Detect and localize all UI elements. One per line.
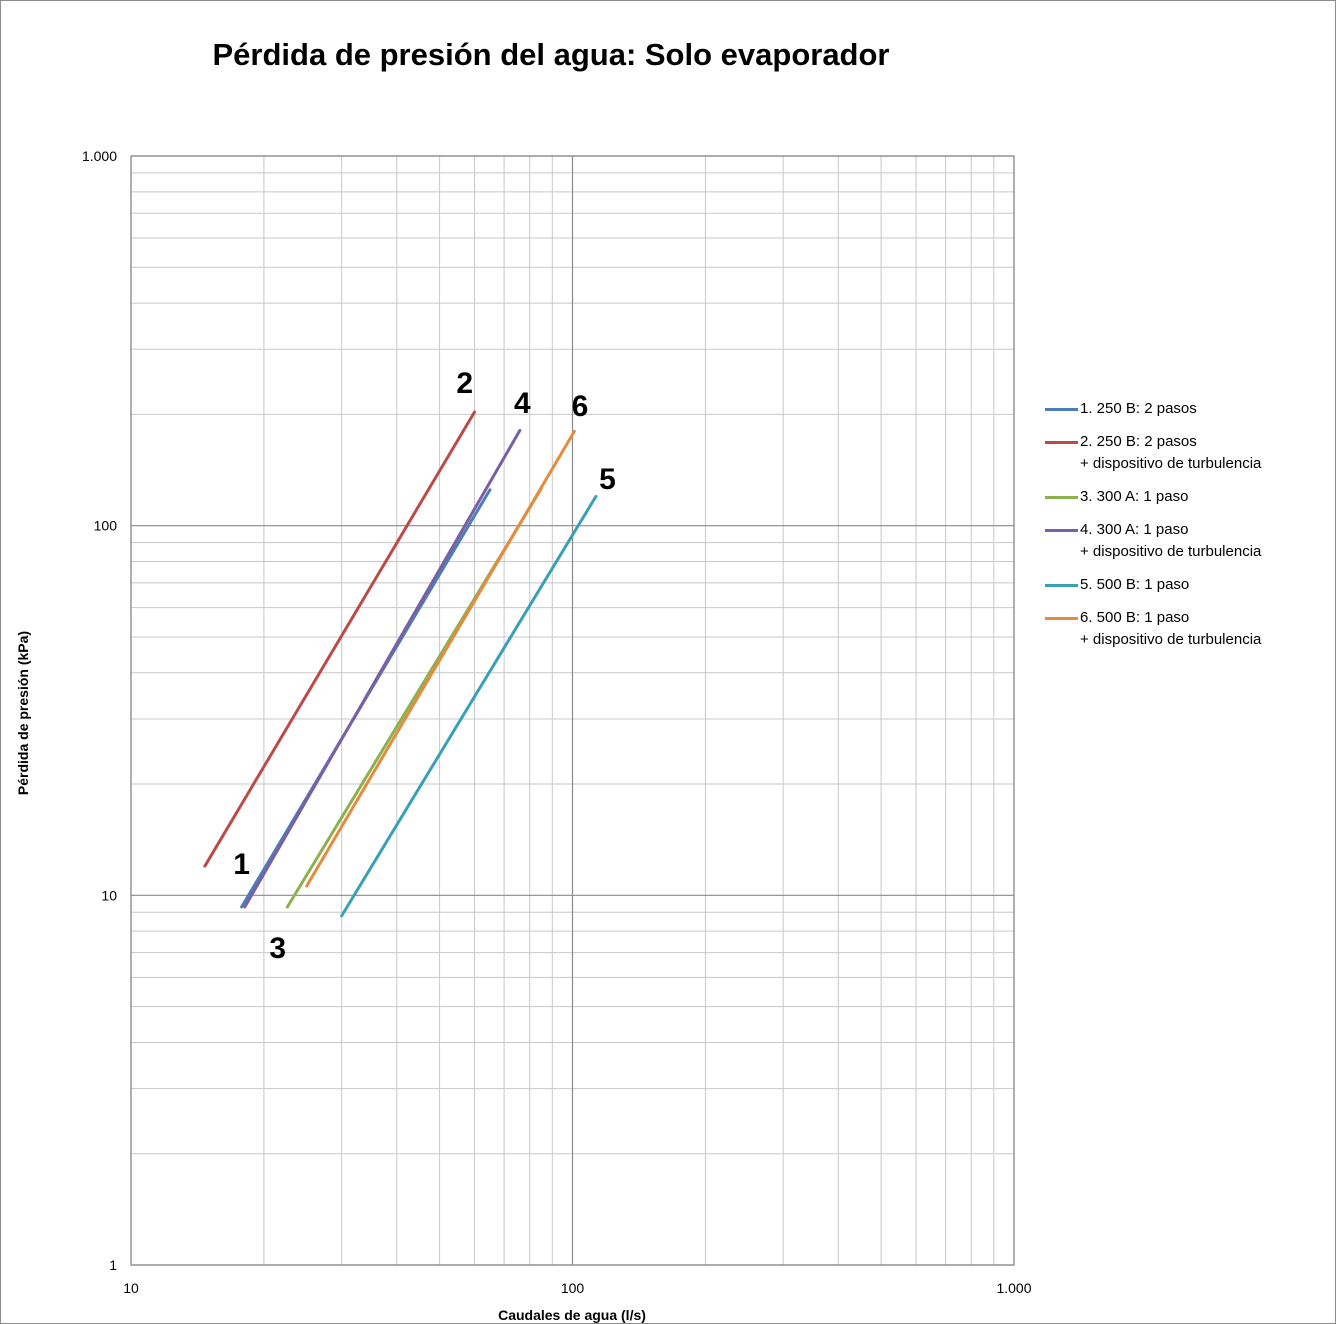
legend-item-1: 1. 250 B: 2 pasos: [1045, 398, 1261, 420]
legend-label: 6. 500 B: 1 paso: [1080, 609, 1190, 626]
legend-swatch: [1045, 441, 1078, 444]
series-line-4: [243, 428, 522, 909]
series-line-6: [305, 429, 576, 888]
chart-title: Pérdida de presión del agua: Solo evapor…: [212, 37, 890, 72]
x-tick-label: 10: [123, 1280, 139, 1296]
legend-swatch: [1045, 408, 1078, 411]
legend: 1. 250 B: 2 pasos 2. 250 B: 2 pasos + disp…: [1045, 398, 1261, 662]
legend-swatch: [1045, 584, 1078, 587]
x-axis-label: Caudales de agua (l/s): [498, 1307, 646, 1323]
series-line-5: [340, 494, 598, 918]
legend-swatch: [1045, 529, 1078, 532]
series-annotation-5: 5: [599, 463, 616, 496]
series-annotation-1: 1: [233, 848, 250, 881]
series-annotation-6: 6: [572, 390, 589, 423]
legend-item-5: 5. 500 B: 1 paso: [1045, 574, 1261, 596]
y-tick-label: 1: [109, 1257, 117, 1273]
legend-item-4: 4. 300 A: 1 paso + dispositivo de turbule…: [1045, 519, 1261, 563]
legend-item-3: 3. 300 A: 1 paso: [1045, 486, 1261, 508]
y-tick-label: 1.000: [82, 148, 117, 164]
series-line-2: [203, 410, 477, 868]
legend-label: 3. 300 A: 1 paso: [1080, 488, 1189, 505]
series-annotation-3: 3: [269, 932, 286, 965]
x-tick-label: 1.000: [996, 1280, 1031, 1296]
legend-label: 5. 500 B: 1 paso: [1080, 576, 1190, 593]
y-tick-label: 100: [94, 518, 118, 534]
legend-label: + dispositivo de turbulencia: [1080, 631, 1262, 648]
legend-swatch: [1045, 617, 1078, 620]
legend-swatch: [1045, 496, 1078, 499]
series-annotation-2: 2: [456, 367, 473, 400]
series-annotation-4: 4: [514, 387, 531, 420]
y-tick-label: 10: [101, 887, 117, 903]
legend-label: 1. 250 B: 2 pasos: [1080, 400, 1197, 417]
legend-label: 4. 300 A: 1 paso: [1080, 521, 1189, 538]
plot-border: [130, 155, 1015, 1266]
x-tick-label: 100: [561, 1280, 585, 1296]
legend-label: + dispositivo de turbulencia: [1080, 543, 1262, 560]
legend-item-6: 6. 500 B: 1 paso + dispositivo de turbule…: [1045, 607, 1261, 651]
legend-label: + dispositivo de turbulencia: [1080, 455, 1262, 472]
legend-item-2: 2. 250 B: 2 pasos + dispositivo de turbul…: [1045, 431, 1261, 475]
legend-label: 2. 250 B: 2 pasos: [1080, 433, 1197, 450]
